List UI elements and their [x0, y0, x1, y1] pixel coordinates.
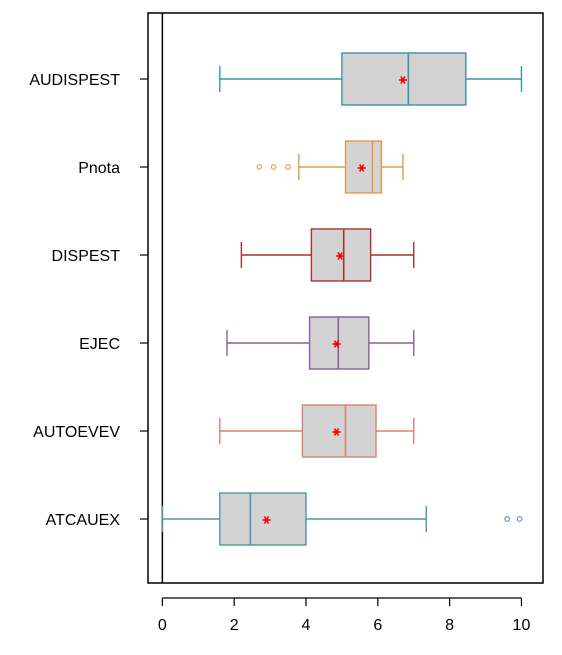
plot-frame — [147, 12, 544, 584]
mean-marker-stroke — [358, 164, 365, 172]
mean-marker — [398, 76, 407, 84]
x-tick-label: 2 — [230, 617, 239, 634]
mean-marker — [332, 428, 341, 436]
y-tick-label: ATCAUEX — [46, 512, 121, 529]
mean-marker-stroke — [333, 428, 340, 436]
outlier-point — [270, 164, 277, 170]
y-tick-label: AUDISPEST — [29, 72, 120, 89]
box-ejec — [226, 316, 415, 370]
x-tick-label: 8 — [445, 617, 454, 634]
box-autoevev — [219, 404, 415, 458]
box-iqr — [308, 316, 370, 370]
box-audispest — [219, 52, 523, 106]
outlier-point — [516, 516, 523, 522]
mean-marker — [357, 164, 366, 172]
box-iqr — [219, 492, 307, 546]
y-tick-label: Pnota — [78, 160, 120, 177]
x-tick-label: 4 — [302, 617, 311, 634]
box-atcauex — [161, 492, 523, 546]
outlier-point — [256, 164, 263, 170]
mean-marker — [262, 516, 271, 524]
outlier-point — [285, 164, 291, 170]
x-axis: 0 2 4 6 8 10 — [158, 597, 531, 634]
box-dispest — [240, 228, 415, 282]
mean-marker — [336, 252, 345, 260]
mean-marker-stroke — [333, 340, 340, 348]
x-tick-label: 6 — [373, 617, 382, 634]
box-iqr — [344, 140, 383, 194]
mean-marker-stroke — [263, 516, 270, 524]
box-iqr — [301, 404, 377, 458]
y-tick-label: EJEC — [79, 336, 120, 353]
x-tick-label: 10 — [513, 617, 531, 634]
outlier-point — [504, 516, 510, 522]
box-pnota — [256, 140, 404, 194]
boxes-group — [161, 52, 523, 546]
mean-marker — [332, 340, 341, 348]
y-axis: AUDISPEST Pnota DISPEST EJEC AUTOEVEV ATCAUEX — [29, 72, 148, 529]
y-tick-label: DISPEST — [52, 248, 121, 265]
mean-marker-stroke — [400, 76, 406, 84]
x-tick-label: 0 — [158, 617, 167, 634]
y-tick-label: AUTOEVEV — [33, 424, 120, 441]
mean-marker-stroke — [337, 252, 343, 260]
